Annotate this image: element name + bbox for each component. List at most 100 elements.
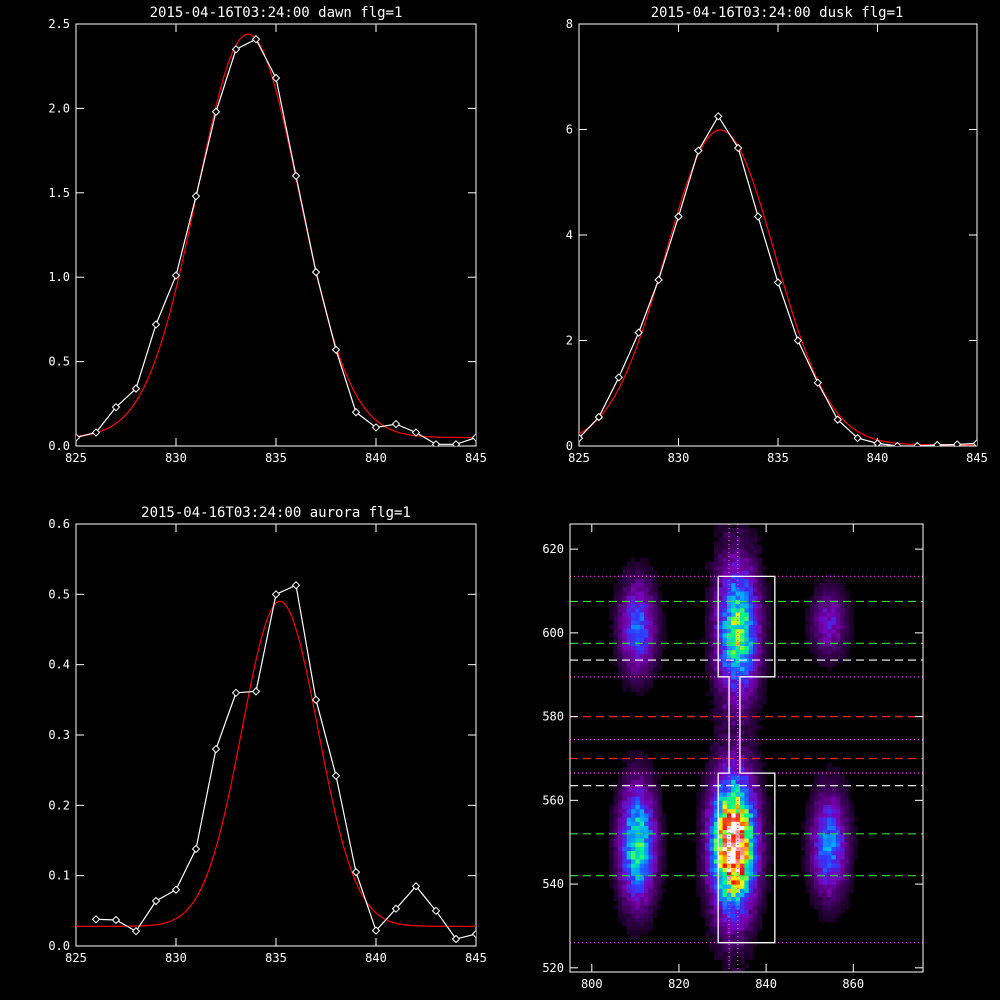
image-pixel — [744, 829, 750, 835]
image-pixel — [718, 946, 724, 952]
image-pixel — [739, 779, 745, 785]
image-pixel — [844, 888, 850, 893]
image-pixel — [731, 884, 737, 889]
image-pixel — [757, 611, 763, 617]
image-pixel — [757, 858, 763, 864]
image-pixel — [705, 817, 710, 822]
image-pixel — [809, 846, 815, 852]
image-pixel — [748, 938, 754, 944]
image-pixel — [648, 925, 654, 931]
image-pixel — [661, 888, 667, 893]
image-pixel — [735, 691, 741, 697]
image-pixel — [622, 611, 628, 617]
image-pixel — [848, 825, 854, 831]
image-pixel — [644, 641, 649, 646]
image-pixel — [705, 653, 710, 659]
image-pixel — [626, 779, 632, 785]
data-point-marker — [211, 744, 221, 754]
image-pixel — [731, 825, 737, 831]
image-pixel — [718, 611, 724, 617]
image-pixel — [731, 616, 737, 621]
image-pixel — [631, 607, 636, 613]
image-pixel — [718, 808, 724, 814]
data-point-marker — [431, 906, 441, 916]
image-pixel — [626, 812, 632, 818]
image-pixel — [835, 586, 841, 592]
image-pixel — [766, 670, 771, 676]
image-pixel — [709, 896, 715, 902]
image-pixel — [748, 762, 754, 768]
image-pixel — [814, 628, 819, 634]
image-pixel — [731, 687, 737, 692]
image-pixel — [739, 951, 745, 956]
image-pixel — [739, 540, 745, 546]
image-pixel — [744, 687, 750, 692]
image-pixel — [617, 791, 623, 797]
data-point-marker — [391, 904, 401, 913]
y-tick-label: 0.5 — [48, 355, 70, 369]
image-pixel — [739, 930, 745, 935]
image-pixel — [617, 787, 623, 793]
image-pixel — [809, 829, 815, 835]
image-pixel — [626, 620, 632, 625]
image-pixel — [835, 653, 841, 659]
image-pixel — [748, 624, 754, 630]
image-pixel — [753, 741, 758, 747]
image-pixel — [835, 896, 841, 902]
image-pixel — [766, 825, 771, 831]
image-pixel — [735, 967, 741, 973]
image-pixel — [613, 595, 619, 600]
image-pixel — [718, 921, 724, 927]
image-pixel — [622, 574, 628, 579]
image-pixel — [613, 607, 619, 613]
image-pixel — [705, 590, 710, 596]
image-pixel — [644, 783, 649, 789]
image-pixel — [713, 628, 719, 634]
image-pixel — [848, 603, 854, 609]
image-pixel — [757, 833, 763, 839]
image-pixel — [757, 561, 763, 567]
image-pixel — [748, 838, 754, 843]
image-pixel — [744, 565, 750, 571]
image-pixel — [739, 582, 745, 588]
image-pixel — [609, 833, 615, 839]
image-pixel — [709, 821, 715, 826]
image-pixel — [709, 888, 715, 893]
image-pixel — [731, 808, 737, 814]
image-pixel — [639, 787, 645, 793]
image-pixel — [622, 787, 628, 793]
image-pixel — [718, 913, 724, 919]
image-pixel — [722, 888, 728, 893]
image-pixel — [718, 678, 724, 684]
image-pixel — [744, 549, 750, 554]
image-pixel — [818, 867, 824, 873]
image-pixel — [631, 766, 636, 772]
data-point-marker — [813, 378, 823, 387]
image-pixel — [761, 603, 767, 609]
image-pixel — [818, 649, 824, 655]
data-point-marker — [972, 439, 977, 446]
image-pixel — [822, 771, 828, 776]
image-pixel — [735, 905, 741, 910]
image-pixel — [709, 611, 715, 617]
image-pixel — [722, 854, 728, 860]
image-pixel — [757, 917, 763, 923]
data-point-marker — [351, 867, 361, 877]
image-pixel — [844, 620, 850, 625]
image-pixel — [613, 854, 619, 860]
image-pixel — [761, 666, 767, 672]
panel-dawn: 2015-04-16T03:24:00 dawn flg=1 825 830 835… — [48, 5, 487, 465]
image-pixel — [705, 833, 710, 839]
image-pixel — [835, 791, 841, 797]
image-pixel — [827, 863, 832, 868]
image-pixel — [705, 812, 710, 818]
image-pixel — [722, 804, 728, 810]
image-pixel — [831, 620, 837, 625]
image-pixel — [713, 561, 719, 567]
image-pixel — [718, 624, 724, 630]
image-pixel — [713, 528, 719, 533]
image-pixel — [648, 884, 654, 889]
image-pixel — [696, 796, 702, 801]
image-pixel — [744, 616, 750, 621]
